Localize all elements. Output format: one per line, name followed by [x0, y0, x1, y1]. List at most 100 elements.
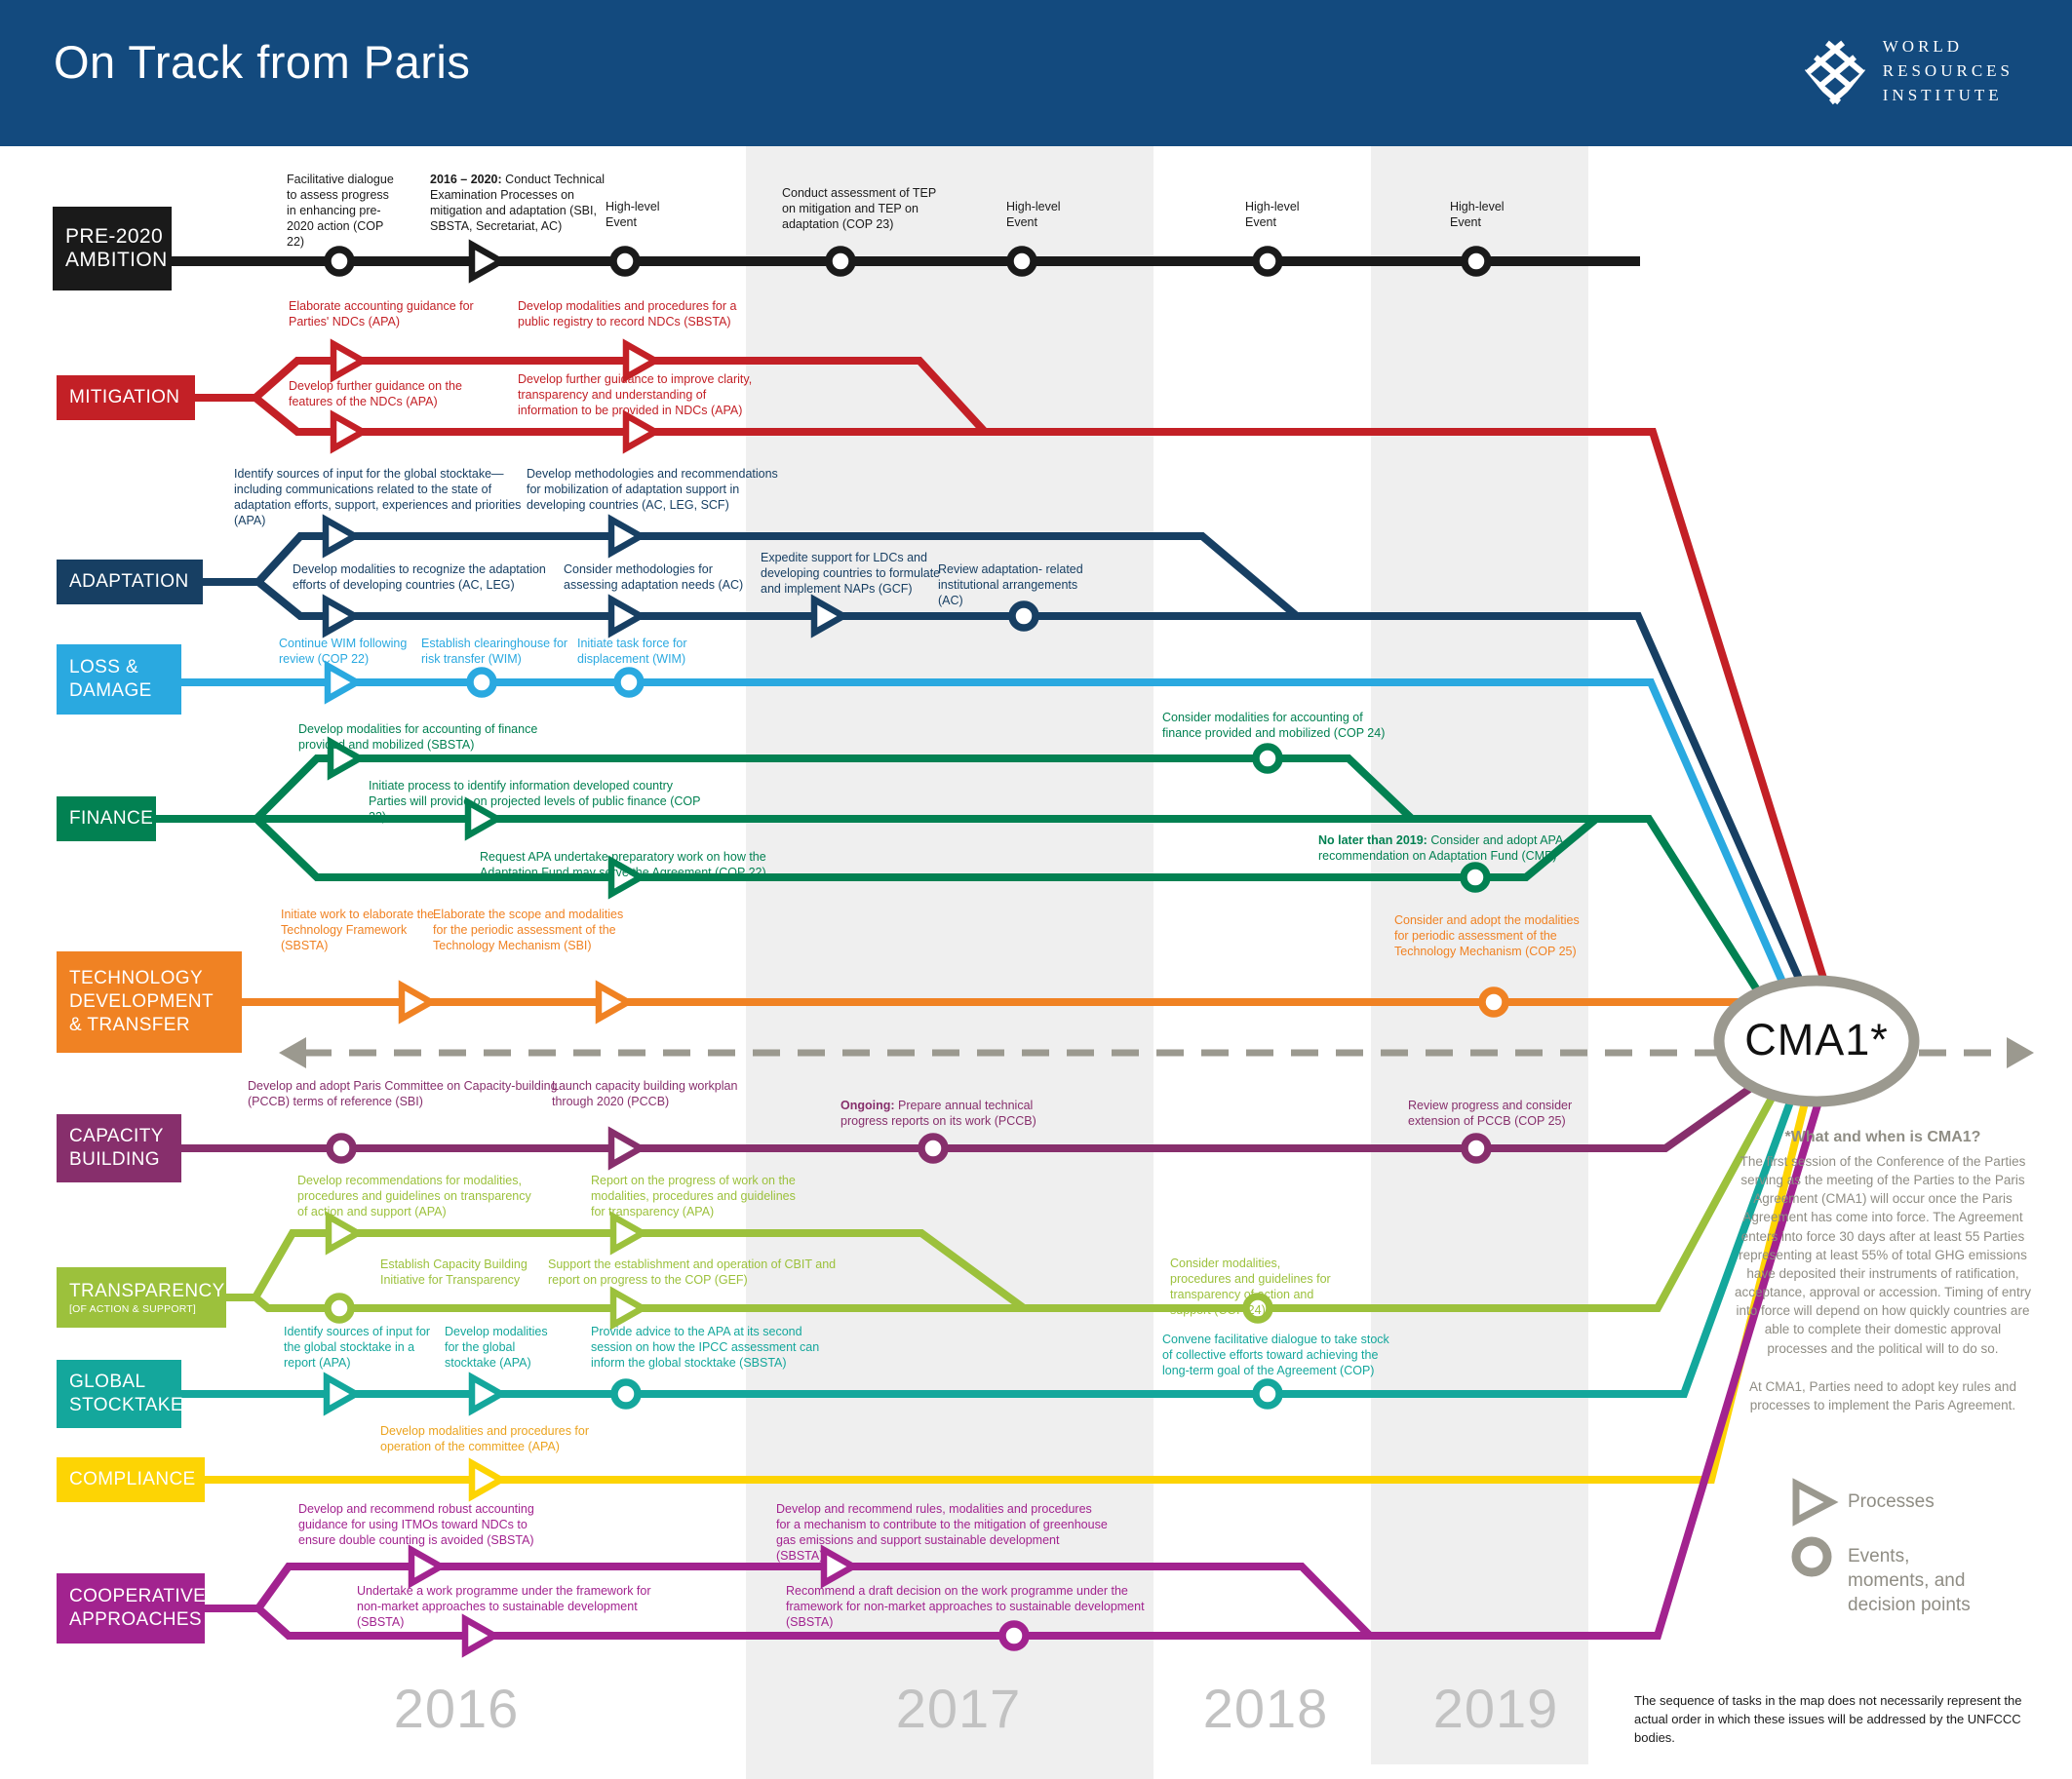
process-marker	[324, 660, 364, 705]
footnote: The sequence of tasks in the map does no…	[1634, 1693, 2022, 1745]
note-orange-26: Elaborate the scope and modalities for t…	[433, 908, 624, 952]
row-label-mitigation: MITIGATION	[57, 375, 195, 420]
note-green-21: Initiate process to identify information…	[369, 779, 701, 824]
process-marker	[622, 338, 662, 383]
event-marker	[326, 1133, 357, 1164]
track-green	[156, 815, 1765, 999]
process-marker	[464, 796, 504, 841]
row-label-loss-damage: LOSS & DAMAGE	[57, 644, 181, 715]
event-marker	[1460, 862, 1491, 893]
note-lgreen-33: Report on the progress of work on the mo…	[591, 1174, 796, 1218]
process-marker	[609, 1286, 649, 1331]
process-marker	[322, 514, 362, 559]
track-green	[254, 754, 1415, 822]
note-magenta-45: Recommend a draft decision on the work p…	[786, 1584, 1145, 1629]
track-lgreen	[226, 1091, 1779, 1312]
note-magenta-42: Develop and recommend robust accounting …	[298, 1502, 534, 1547]
note-black-4: High-level Event	[1006, 200, 1061, 229]
wri-logo: WORLD RESOURCES INSTITUTE	[1804, 33, 2013, 107]
note-navy-13: Develop modalities to recognize the adap…	[293, 562, 546, 592]
event-marker	[918, 1133, 949, 1164]
track-navy	[203, 578, 1807, 989]
legend-events-label: Events, moments, and decision points	[1848, 1546, 1971, 1615]
process-marker	[820, 1544, 860, 1589]
event-marker	[324, 1293, 355, 1324]
note-lgreen-32: Develop recommendations for modalities, …	[297, 1174, 531, 1218]
event-marker	[609, 246, 641, 277]
cma1-ellipse	[1713, 975, 1920, 1107]
track-yellow	[205, 1098, 1810, 1484]
note-black-0: Facilitative dialogue to assess progress…	[287, 173, 394, 249]
process-marker	[607, 855, 647, 900]
event-marker	[998, 1620, 1030, 1651]
note-lgreen-36: Consider modalities, procedures and guid…	[1170, 1257, 1331, 1317]
note-navy-16: Review adaptation- related institutional…	[938, 562, 1083, 607]
track-purple	[181, 1081, 1758, 1152]
note-purple-30: Ongoing: Prepare annual technical progre…	[841, 1099, 1036, 1128]
event-marker	[610, 1378, 642, 1410]
process-marker	[330, 409, 370, 454]
row-label-pre2020: PRE-2020 AMBITION	[53, 207, 172, 290]
year-label-2019: 2019	[1432, 1678, 1559, 1739]
track-teal	[181, 1095, 1796, 1398]
right-arrow-icon	[2007, 1037, 2034, 1068]
note-magenta-43: Undertake a work programme under the fra…	[357, 1584, 651, 1629]
event-marker	[1461, 246, 1492, 277]
process-marker	[622, 409, 662, 454]
note-amber-41: Develop modalities and procedures for op…	[380, 1424, 590, 1453]
note-lgreen-35: Support the establishment and operation …	[548, 1257, 837, 1287]
wri-word-2: RESOURCES	[1882, 60, 2013, 80]
event-marker	[1008, 600, 1039, 632]
sidenote-body-2: At CMA1, Parties need to adopt key rules…	[1749, 1378, 2016, 1412]
process-marker	[322, 594, 362, 638]
track-green	[254, 815, 1599, 881]
page-title: On Track from Paris	[54, 36, 471, 88]
note-magenta-44: Develop and recommend rules, modalities …	[776, 1502, 1108, 1563]
note-orange-25: Initiate work to elaborate the Technolog…	[281, 908, 435, 952]
note-black-2: High-level Event	[606, 200, 660, 229]
note-red-10: Develop further guidance to improve clar…	[518, 372, 753, 417]
legend-processes-label: Processes	[1848, 1491, 1935, 1512]
note-black-6: High-level Event	[1450, 200, 1505, 229]
header-bar: On Track from Paris WORLD RESOURCES INST…	[0, 0, 2072, 146]
note-black-5: High-level Event	[1245, 200, 1300, 229]
note-purple-31: Review progress and consider extension o…	[1408, 1099, 1573, 1128]
row-label-finance: FINANCE	[57, 796, 156, 841]
event-marker	[1252, 743, 1283, 774]
sidenote-body: The first session of the Conference of t…	[1735, 1154, 2031, 1356]
year-label-2017: 2017	[895, 1678, 1022, 1739]
note-teal-38: Develop modalities for the global stockt…	[445, 1325, 548, 1370]
note-teal-37: Identify sources of input for the global…	[284, 1325, 431, 1370]
event-marker	[1242, 1293, 1273, 1324]
note-purple-28: Develop and adopt Paris Committee on Cap…	[248, 1079, 558, 1108]
process-marker	[461, 1613, 501, 1658]
process-marker	[607, 594, 647, 638]
note-teal-39: Provide advice to the APA at its second …	[591, 1325, 820, 1370]
process-marker	[810, 594, 850, 638]
event-marker	[1461, 1133, 1492, 1164]
sidenote-heading: *What and when is CMA1?	[1784, 1129, 1981, 1145]
cma1-sidenote: *What and when is CMA1? The first sessio…	[1734, 1129, 2032, 1414]
legend-event-icon	[1791, 1536, 1832, 1577]
note-lblue-19: Initiate task force for displacement (WI…	[577, 637, 687, 666]
row-label-transparency: TRANSPARENCY [OF ACTION & SUPPORT]	[57, 1267, 226, 1328]
event-marker	[1252, 246, 1283, 277]
note-teal-40: Convene facilitative dialogue to take st…	[1162, 1333, 1389, 1377]
note-navy-15: Expedite support for LDCs and developing…	[761, 551, 941, 596]
event-marker	[466, 667, 497, 698]
row-label-capacity-building: CAPACITY BUILDING	[57, 1114, 181, 1182]
note-lgreen-34: Establish Capacity Building Initiative f…	[380, 1257, 528, 1287]
process-marker	[607, 514, 647, 559]
process-marker	[323, 1372, 363, 1416]
note-orange-27: Consider and adopt the modalities for pe…	[1394, 913, 1580, 958]
note-green-24: No later than 2019: Consider and adopt A…	[1318, 833, 1563, 863]
row-label-technology: TECHNOLOGY DEVELOPMENT & TRANSFER	[57, 951, 242, 1053]
year-band-2017	[746, 146, 1153, 1779]
event-marker	[1478, 986, 1509, 1018]
process-marker	[327, 736, 367, 781]
note-black-3: Conduct assessment of TEP on mitigation …	[782, 186, 936, 231]
process-marker	[468, 1457, 508, 1502]
event-marker	[825, 246, 856, 277]
